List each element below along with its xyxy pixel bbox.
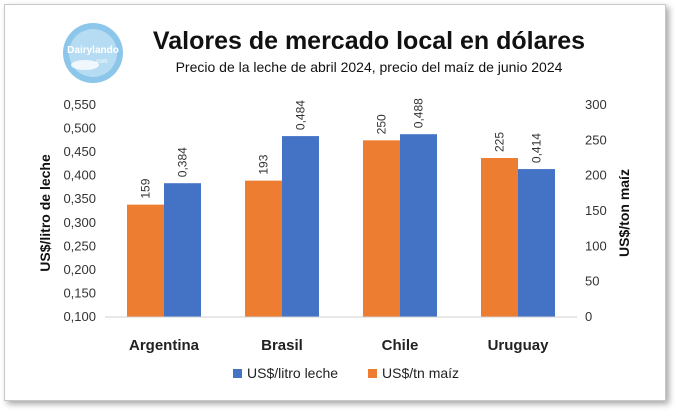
bar-milk-brasil xyxy=(282,136,319,317)
category-labels: Argentina Brasil Chile Uruguay xyxy=(129,337,549,354)
category-label-brasil: Brasil xyxy=(261,337,303,354)
bar-corn-argentina xyxy=(127,204,164,317)
chart-title: Valores de mercado local en dólares xyxy=(153,27,585,55)
y-tick-left: 0,400 xyxy=(63,168,96,183)
category-label-argentina: Argentina xyxy=(129,337,200,354)
bar-corn-chile xyxy=(363,140,400,317)
bar-chart: Dairylando .com Valores de mercado local… xyxy=(37,23,632,381)
y-tick-right: 100 xyxy=(585,238,607,253)
chart-frame: Dairylando .com Valores de mercado local… xyxy=(4,4,666,401)
data-label-corn-uruguay: 225 xyxy=(493,132,507,152)
legend-swatch-corn xyxy=(368,369,377,378)
y-tick-right: 250 xyxy=(585,132,607,147)
legend: US$/litro leche US$/tn maíz xyxy=(233,365,459,381)
chart-subtitle: Precio de la leche de abril 2024, precio… xyxy=(176,59,563,75)
bar-corn-brasil xyxy=(245,180,282,317)
y-tick-left: 0,100 xyxy=(63,309,96,324)
y-tick-right: 0 xyxy=(585,309,592,324)
y-tick-left: 0,500 xyxy=(63,121,96,136)
y-tick-left: 0,150 xyxy=(63,285,96,300)
bar-corn-uruguay xyxy=(481,158,518,317)
y-tick-right: 200 xyxy=(585,168,607,183)
legend-label-milk: US$/litro leche xyxy=(247,365,338,381)
y-tick-left: 0,250 xyxy=(63,238,96,253)
y-tick-right: 150 xyxy=(585,203,607,218)
y-tick-left: 0,300 xyxy=(63,215,96,230)
y-axis-left-ticks: 0,100 0,150 0,200 0,250 0,300 0,350 0,400 0,450… xyxy=(63,97,96,324)
y-tick-left: 0,550 xyxy=(63,97,96,112)
dairylando-logo: Dairylando .com xyxy=(63,23,123,83)
y-tick-left: 0,450 xyxy=(63,144,96,159)
data-labels: 159 0,384 193 0,484 250 0,488 225 0,414 xyxy=(139,98,544,199)
data-label-corn-argentina: 159 xyxy=(139,178,153,198)
bar-milk-chile xyxy=(400,134,437,317)
category-label-chile: Chile xyxy=(382,337,419,354)
bar-milk-argentina xyxy=(164,183,201,317)
y-tick-right: 300 xyxy=(585,97,607,112)
y-tick-left: 0,200 xyxy=(63,262,96,277)
category-label-uruguay: Uruguay xyxy=(488,337,550,354)
y-tick-left: 0,350 xyxy=(63,191,96,206)
data-label-milk-chile: 0,488 xyxy=(412,98,426,128)
logo-sub: .com xyxy=(94,59,107,65)
data-label-corn-brasil: 193 xyxy=(257,154,271,174)
data-label-milk-brasil: 0,484 xyxy=(294,100,308,130)
data-label-milk-uruguay: 0,414 xyxy=(530,133,544,163)
y-axis-title-left: US$/litro de leche xyxy=(37,154,53,272)
legend-label-corn: US$/tn maíz xyxy=(382,365,459,381)
legend-swatch-milk xyxy=(233,369,242,378)
data-label-milk-argentina: 0,384 xyxy=(176,147,190,177)
y-tick-right: 50 xyxy=(585,274,599,289)
bars xyxy=(127,134,555,317)
bar-milk-uruguay xyxy=(518,169,555,317)
y-axis-title-right: US$/ton maíz xyxy=(616,169,632,257)
y-axis-right-ticks: 0 50 100 150 200 250 300 xyxy=(585,97,607,324)
data-label-corn-chile: 250 xyxy=(375,114,389,134)
logo-text: Dairylando xyxy=(67,45,119,56)
